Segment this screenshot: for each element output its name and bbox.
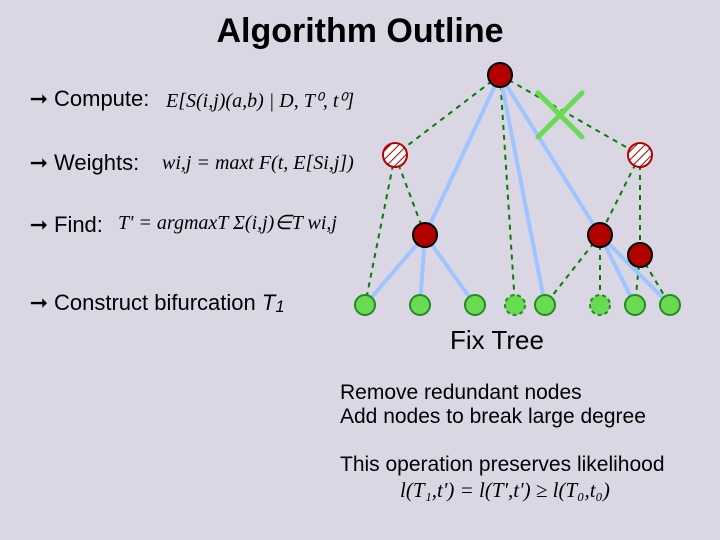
tree-node [465, 295, 485, 315]
preserve-line: This operation preserves likelihood [340, 452, 665, 477]
remove-line: Remove redundant nodes [340, 380, 582, 405]
tree-edge [500, 75, 640, 155]
tree-edge [600, 155, 640, 235]
tree-edge [365, 235, 425, 305]
tree-diagram [0, 0, 720, 340]
tree-node [628, 243, 652, 267]
tree-node [660, 295, 680, 315]
tree-node [410, 295, 430, 315]
likelihood-line: l(T₁,t') = l(T',t') ≥ l(T₀,t₀) [400, 478, 610, 503]
tree-node [355, 295, 375, 315]
tree-node [383, 143, 407, 167]
break-line: Add nodes to break large degree [340, 404, 646, 429]
tree-node [628, 143, 652, 167]
tree-node [413, 223, 437, 247]
tree-node [535, 295, 555, 315]
tree-node [590, 295, 610, 315]
tree-node [488, 63, 512, 87]
tree-node [588, 223, 612, 247]
fixtree-label: Fix Tree [450, 325, 544, 356]
tree-edge [395, 75, 500, 155]
tree-edge [545, 235, 600, 305]
tree-edge [365, 155, 395, 305]
tree-edge [425, 75, 500, 235]
tree-node [625, 295, 645, 315]
tree-node [505, 295, 525, 315]
